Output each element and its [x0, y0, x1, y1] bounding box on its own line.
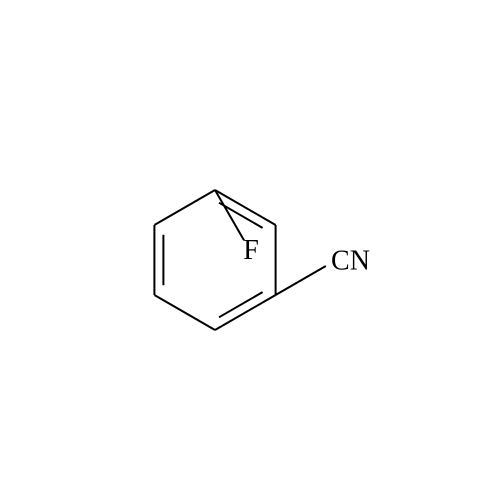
bond [154, 190, 215, 225]
bond [215, 295, 276, 330]
bond [219, 292, 263, 317]
bond [276, 266, 326, 295]
bond [154, 295, 215, 330]
atom-label: F [243, 235, 259, 266]
molecule-diagram: F CN [0, 0, 500, 500]
atom-label: CN [331, 245, 370, 276]
